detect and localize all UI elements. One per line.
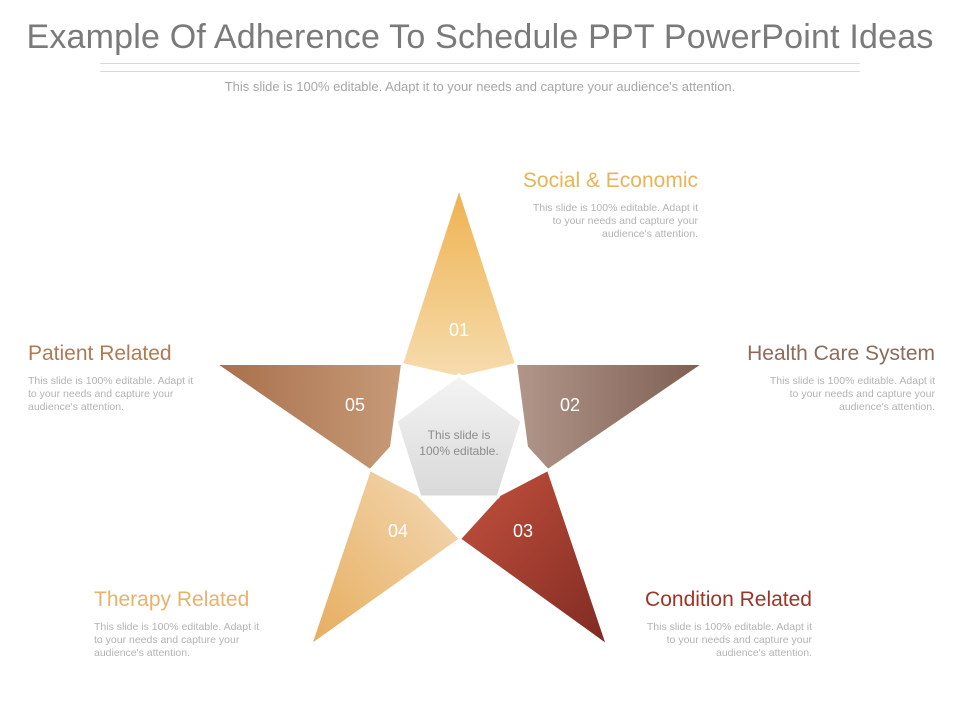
label-04-desc: This slide is 100% editable. Adapt it to…: [94, 621, 260, 659]
label-block-02: Health Care System This slide is 100% ed…: [680, 341, 935, 414]
label-03-heading: Condition Related: [645, 588, 812, 611]
star-point-05: [212, 363, 404, 472]
label-01-desc: This slide is 100% editable. Adapt it to…: [532, 202, 698, 240]
number-02: 02: [560, 395, 580, 415]
number-03: 03: [513, 521, 533, 541]
label-04-heading: Therapy Related: [94, 588, 250, 611]
label-block-04: Therapy Related This slide is 100% edita…: [94, 587, 346, 660]
page-subtitle: This slide is 100% editable. Adapt it to…: [224, 79, 736, 94]
title-divider-2: [100, 71, 860, 72]
star-point-02: [514, 363, 707, 472]
center-text-line-2: 100% editable.: [419, 444, 498, 458]
page-title: Example Of Adherence To Schedule PPT Pow…: [26, 18, 934, 56]
label-block-03: Condition Related This slide is 100% edi…: [560, 587, 812, 660]
number-01: 01: [449, 320, 469, 340]
label-block-05: Patient Related This slide is 100% edita…: [28, 341, 280, 414]
label-02-desc: This slide is 100% editable. Adapt it to…: [769, 375, 935, 413]
label-05-desc: This slide is 100% editable. Adapt it to…: [28, 375, 194, 413]
label-block-01: Social & Economic This slide is 100% edi…: [440, 168, 698, 241]
label-03-desc: This slide is 100% editable. Adapt it to…: [646, 621, 812, 659]
center-text-line-1: This slide is: [428, 428, 491, 442]
label-05-heading: Patient Related: [28, 342, 172, 365]
label-02-heading: Health Care System: [747, 342, 935, 365]
center-pentagon: [394, 373, 524, 499]
label-01-heading: Social & Economic: [522, 169, 698, 192]
title-divider: [100, 63, 860, 64]
number-05: 05: [345, 395, 365, 415]
number-04: 04: [388, 521, 408, 541]
